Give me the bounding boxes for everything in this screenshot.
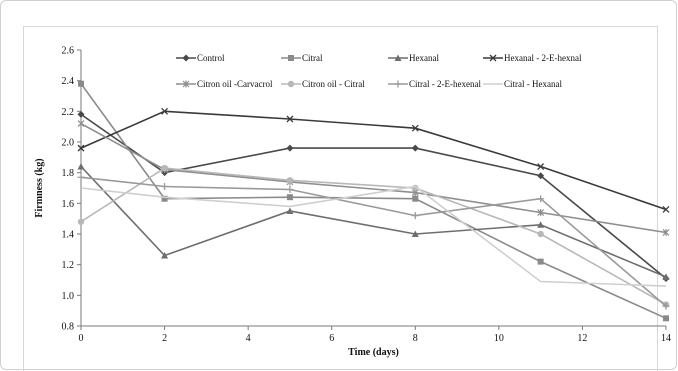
series-7 xyxy=(77,173,670,310)
series-3 xyxy=(77,163,670,280)
data-point xyxy=(662,228,670,236)
legend-entry: Citral - Hexanal xyxy=(483,79,562,89)
data-point xyxy=(161,182,169,190)
x-tick-label: 10 xyxy=(494,333,504,344)
legend-entry: Citron oil -Carvacrol xyxy=(176,79,273,89)
x-tick-label: 0 xyxy=(79,333,84,344)
x-tick-label: 12 xyxy=(577,333,587,344)
data-point xyxy=(77,110,85,118)
data-point xyxy=(537,230,544,238)
data-point xyxy=(78,80,84,87)
x-tick-label: 14 xyxy=(661,333,671,344)
y-axis-label: Firmness (kg) xyxy=(34,158,45,217)
data-point xyxy=(286,194,293,201)
series-2 xyxy=(78,80,669,322)
y-tick-label: 2.4 xyxy=(62,76,75,87)
data-point xyxy=(286,177,294,184)
data-point xyxy=(537,195,545,203)
legend-entry: Control xyxy=(176,53,225,63)
data-point xyxy=(662,206,670,213)
y-tick-label: 1.2 xyxy=(62,260,75,271)
series-line xyxy=(80,83,667,320)
legend-entry: Hexanal xyxy=(388,53,439,63)
data-point xyxy=(394,80,402,88)
series-line xyxy=(80,165,667,278)
legend-label: Hexanal xyxy=(409,53,439,63)
series-5 xyxy=(77,120,670,236)
y-tick-label: 1.0 xyxy=(62,291,75,302)
series-line xyxy=(80,122,667,234)
data-point xyxy=(411,144,419,152)
x-axis-label: Time (days) xyxy=(348,347,399,358)
y-tick-label: 2.2 xyxy=(62,107,75,118)
data-point xyxy=(537,258,544,265)
data-point xyxy=(662,302,670,310)
chart-area-border xyxy=(23,26,658,371)
legend-label: Citron oil -Carvacrol xyxy=(197,79,273,89)
legend: Control Citral Hexanal Hexanal - 2-E-hexnal… xyxy=(176,53,582,89)
y-tick-label: 2.0 xyxy=(62,138,75,149)
data-point xyxy=(286,186,294,194)
series-layer xyxy=(77,80,670,322)
data-point xyxy=(161,164,168,172)
data-point xyxy=(411,230,419,237)
series-line xyxy=(80,176,667,307)
data-point xyxy=(662,273,670,280)
series-8 xyxy=(80,185,667,287)
data-point xyxy=(663,315,669,322)
data-point xyxy=(77,163,85,170)
series-line xyxy=(80,113,667,280)
data-point xyxy=(77,120,85,128)
x-tick-label: 6 xyxy=(329,333,334,344)
data-point xyxy=(286,207,294,214)
data-point xyxy=(77,144,85,152)
data-point xyxy=(394,54,402,61)
legend-label: Citral - Hexanal xyxy=(504,79,562,89)
x-tick-label: 4 xyxy=(246,333,251,344)
data-point xyxy=(412,195,419,202)
y-tick-label: 1.6 xyxy=(62,199,75,210)
data-point xyxy=(411,124,419,132)
axes: 0.8 1.0 1.2 1.4 1.6 1.8 2.0 2.2 2.4 2.6 0 2 4 6 8 10 12 1… xyxy=(62,46,672,345)
y-tick-label: 1.4 xyxy=(62,230,75,241)
y-tick-label: 0.8 xyxy=(62,322,75,333)
legend-label: Control xyxy=(197,53,225,63)
legend-entry: Citron oil - Citral xyxy=(281,79,365,89)
series-4 xyxy=(77,107,670,213)
data-point xyxy=(161,107,169,115)
data-point xyxy=(287,80,295,88)
legend-label: Hexanal - 2-E-hexnal xyxy=(504,53,582,63)
legend-label: Citral xyxy=(302,53,323,63)
data-point xyxy=(537,172,545,180)
series-line xyxy=(80,110,667,211)
data-point xyxy=(161,251,169,259)
data-point xyxy=(288,55,294,61)
data-point xyxy=(286,115,294,123)
data-point xyxy=(286,144,294,152)
legend-label: Citral - 2-E-hexenal xyxy=(409,79,481,89)
y-tick-label: 1.8 xyxy=(62,168,75,179)
data-point xyxy=(182,54,190,62)
series-line xyxy=(80,167,667,306)
legend-entry: Citral xyxy=(281,53,323,63)
x-tick-label: 2 xyxy=(162,333,167,344)
data-point xyxy=(77,218,85,225)
legend-entry: Citral - 2-E-hexenal xyxy=(388,79,481,89)
data-point xyxy=(77,173,85,181)
data-point xyxy=(411,212,419,220)
data-point xyxy=(537,209,545,217)
data-point xyxy=(182,80,190,88)
series-line xyxy=(80,185,667,287)
y-tick-label: 2.6 xyxy=(62,46,75,57)
legend-entry: Hexanal - 2-E-hexnal xyxy=(483,53,582,63)
data-point xyxy=(537,221,545,228)
data-point xyxy=(537,163,545,170)
data-point xyxy=(161,195,168,202)
x-tick-label: 8 xyxy=(413,333,418,344)
legend-label: Citron oil - Citral xyxy=(302,79,365,89)
data-point xyxy=(489,54,497,62)
